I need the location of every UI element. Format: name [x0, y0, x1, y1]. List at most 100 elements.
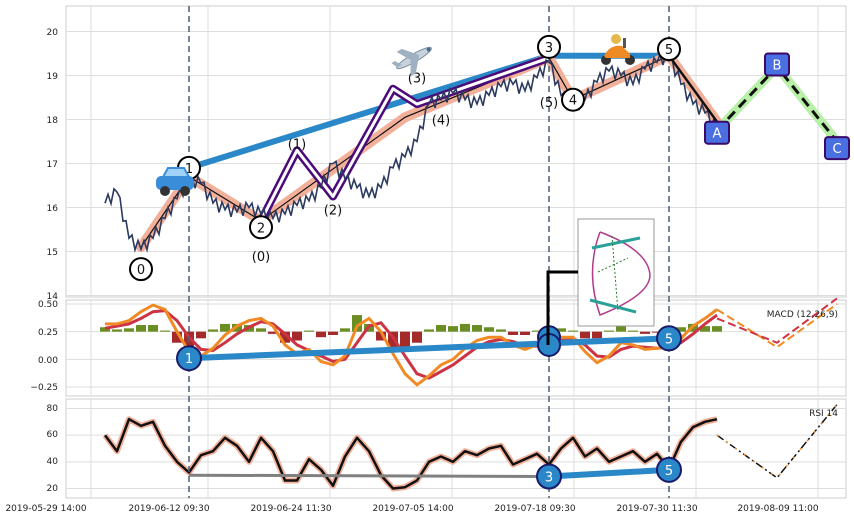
- macd-histogram-bar: [448, 326, 458, 332]
- rsi-panel: [65, 398, 847, 499]
- macd-wave-label-1: 1: [185, 352, 193, 367]
- macd-histogram-bar: [496, 329, 506, 332]
- macd-histogram-bar: [280, 331, 290, 343]
- x-tick-label: 2019-06-24 11:30: [250, 504, 331, 514]
- macd-panel-label: MACD (12,26,9): [767, 310, 838, 320]
- macd-histogram-bar: [316, 331, 326, 338]
- macd-histogram-bar: [652, 331, 662, 333]
- macd-y-tick: 0.50: [38, 300, 58, 310]
- macd-histogram-bar: [676, 327, 686, 332]
- x-tick-label: 2019-07-05 14:00: [372, 504, 453, 514]
- macd-histogram-bar: [352, 315, 362, 332]
- macd-y-tick: 0.25: [38, 328, 58, 338]
- wave-label-5: 5: [665, 43, 673, 58]
- wave-label-circle: [657, 37, 681, 62]
- macd-histogram-bar: [508, 331, 518, 335]
- projection-label-B: B: [773, 59, 782, 74]
- wave-5-to-a-segment: [667, 54, 719, 123]
- macd-line: [105, 303, 718, 387]
- wave-label-8: (2): [324, 204, 342, 219]
- rsi-wave-label-3-circle: [536, 463, 562, 490]
- macd-signal-projection: [716, 297, 838, 344]
- macd-histogram-bar: [196, 331, 206, 339]
- price-y-tick: 15: [47, 248, 58, 258]
- x-tick-label: 2019-08-09 11:00: [737, 504, 818, 514]
- macd-trendline-blue: [188, 335, 670, 362]
- wave-label-circle: [537, 34, 561, 59]
- rsi-wave-label-5-circle: [656, 456, 682, 483]
- rsi-y-tick: 20: [47, 484, 59, 494]
- macd-histogram-bar: [460, 323, 470, 332]
- price-y-ticks: 20 19 18 17 16 15 14: [47, 28, 59, 302]
- price-y-tick: 17: [47, 160, 58, 170]
- macd-histogram-bar: [628, 330, 638, 332]
- macd-histogram-bar: [304, 330, 314, 332]
- macd-histogram-bar: [484, 327, 494, 332]
- projection-label-box: [704, 120, 730, 145]
- rsi-y-ticks: 80 60 40 20: [47, 404, 59, 494]
- projection-label-A: A: [713, 127, 722, 142]
- macd-histogram-bar: [412, 331, 422, 343]
- macd-histogram-bar: [640, 331, 650, 334]
- macd-histogram-bar: [532, 330, 542, 332]
- macd-histogram-bar: [472, 325, 482, 332]
- price-y-tick: 20: [47, 28, 59, 38]
- inset-chart-thumbnail: [577, 218, 655, 327]
- macd-y-ticks: 0.50 0.25 0.00 −0.25: [30, 300, 58, 393]
- price-candles: [104, 49, 718, 253]
- wave-label-10: (4): [432, 114, 450, 129]
- macd-histogram-bar: [340, 328, 350, 332]
- wave-label-4: 4: [569, 94, 577, 109]
- macd-histogram-bar: [556, 328, 566, 332]
- price-y-tick: 19: [47, 72, 59, 82]
- wave-label-circle: [561, 87, 585, 112]
- x-tick-label: 2019-06-12 09:30: [128, 504, 209, 514]
- wave-label-2: 2: [257, 221, 265, 236]
- macd-signal-line: [104, 309, 718, 380]
- macd-projection: [716, 303, 838, 349]
- inset-connector: [546, 270, 578, 345]
- car-icon: [156, 167, 194, 196]
- projection-label-box: [764, 52, 790, 77]
- macd-y-tick: −0.25: [30, 383, 58, 393]
- price-y-tick: 18: [47, 116, 59, 126]
- macd-histogram-bar: [400, 331, 410, 350]
- rsi-trendline-gray: [188, 473, 550, 478]
- macd-histogram-bar: [520, 331, 530, 335]
- macd-histogram-bar: [292, 331, 302, 341]
- macd-histogram-bar: [616, 325, 626, 332]
- rsi-y-tick: 80: [47, 404, 59, 414]
- wave-label-9: (3): [408, 72, 426, 87]
- macd-histogram-bar: [220, 323, 230, 332]
- wave-label-3: 3: [545, 41, 553, 56]
- macd-histogram-bar: [568, 330, 578, 332]
- macd-histogram-bar: [376, 331, 386, 341]
- overlay-lines: [546, 270, 578, 345]
- rsi-wave-label-5: 5: [665, 464, 673, 479]
- rsi-trendline-blue: [548, 466, 670, 480]
- macd-histogram-bar: [100, 327, 110, 332]
- macd-histogram-bar: [136, 325, 146, 332]
- macd-histogram-bar: [256, 328, 266, 332]
- scooter-icon: [601, 34, 635, 65]
- macd-wave-label-1-circle: [176, 345, 202, 372]
- macd-histogram-bar: [436, 325, 446, 332]
- macd-histogram-bar: [580, 331, 590, 339]
- x-tick-label: 2019-07-18 09:30: [494, 504, 575, 514]
- projection-label-box: [824, 136, 850, 161]
- wave-label-11: (5): [540, 96, 558, 111]
- macd-y-tick: 0.00: [38, 356, 58, 366]
- macd-histogram-bar: [328, 331, 338, 335]
- macd-histogram-bar: [208, 329, 218, 332]
- wave-label-circle: [249, 215, 273, 240]
- wave-label-circle: [129, 257, 153, 282]
- price-panel: [65, 5, 847, 298]
- macd-wave-label-5: 5: [665, 332, 673, 347]
- macd-histogram-bar: [172, 331, 182, 343]
- airplane-icon: [391, 46, 432, 77]
- macd-series: [100, 297, 838, 387]
- macd-histogram-bar: [592, 331, 602, 339]
- rsi-y-tick: 40: [47, 457, 59, 467]
- wave-markers: [188, 6, 670, 498]
